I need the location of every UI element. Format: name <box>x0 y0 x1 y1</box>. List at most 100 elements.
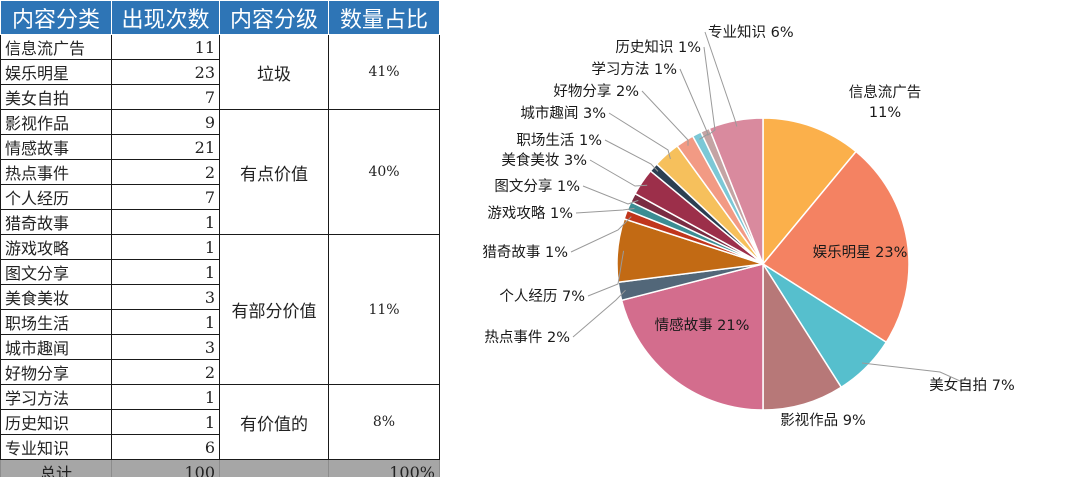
table-row: 娱乐明星 23 <box>0 59 440 85</box>
header-share: 数量占比 <box>328 0 440 35</box>
slice-label: 影视作品 9% <box>780 412 866 429</box>
slice-label: 个人经历 7% <box>499 288 585 305</box>
header-category: 内容分类 <box>0 0 112 35</box>
pie-labels: 信息流广告 11% 娱乐明星 23% 美女自拍 7% 影视作品 9% 情感故事 21% 热点… <box>482 24 1014 429</box>
slice-label: 城市趣闻 3% <box>520 105 606 122</box>
slice-label: 历史知识 1% <box>615 39 701 56</box>
slice-label: 好物分享 2% <box>553 83 639 100</box>
category-cell: 娱乐明星 <box>0 59 112 85</box>
table-row: 情感故事 21 <box>0 134 440 160</box>
count-cell: 7 <box>111 84 220 110</box>
category-cell: 职场生活 <box>0 309 112 335</box>
slice-label: 美食美妆 3% <box>501 152 587 169</box>
count-cell: 23 <box>111 59 220 85</box>
grade-cell: 有点价值 <box>219 109 329 235</box>
category-cell: 热点事件 <box>0 159 112 185</box>
leader-line <box>570 216 632 253</box>
count-cell: 1 <box>111 309 220 335</box>
share-cell: 11% <box>328 234 440 385</box>
count-cell: 11 <box>111 34 220 60</box>
slice-label: 游戏攻略 1% <box>487 205 573 222</box>
count-cell: 2 <box>111 359 220 385</box>
share-cell: 8% <box>328 384 440 460</box>
grade-cell: 有价值的 <box>219 384 329 460</box>
leader-line <box>703 46 716 136</box>
grade-cell: 垃圾 <box>219 34 329 110</box>
count-cell: 1 <box>111 384 220 410</box>
leader-line <box>608 112 671 160</box>
data-table-container: 内容分类 出现次数 内容分级 数量占比 信息流广告 11 垃圾 41% 娱乐明星… <box>0 0 440 477</box>
count-cell: 2 <box>111 159 220 185</box>
leader-line <box>575 207 635 214</box>
slice-label: 热点事件 2% <box>484 329 570 346</box>
table-row: 美女自拍 7 <box>0 84 440 110</box>
slice-label: 专业知识 6% <box>708 24 794 41</box>
pie-slices <box>616 117 910 411</box>
table-row: 个人经历 7 <box>0 184 440 210</box>
category-cell: 影视作品 <box>0 109 112 135</box>
slice-label: 猎奇故事 1% <box>482 244 568 261</box>
leader-line <box>861 362 970 386</box>
category-cell: 学习方法 <box>0 384 112 410</box>
share-cell: 40% <box>328 109 440 235</box>
total-grade-cell <box>219 459 329 477</box>
share-cell: 41% <box>328 34 440 110</box>
count-cell: 7 <box>111 184 220 210</box>
category-cell: 历史知识 <box>0 409 112 435</box>
data-table: 内容分类 出现次数 内容分级 数量占比 信息流广告 11 垃圾 41% 娱乐明星… <box>0 0 440 477</box>
pie-slice <box>620 263 764 411</box>
count-cell: 1 <box>111 409 220 435</box>
slice-label: 娱乐明星 23% <box>813 244 908 261</box>
count-cell: 6 <box>111 434 220 460</box>
total-label: 总计 <box>0 459 112 477</box>
table-row: 城市趣闻 3 <box>0 334 440 360</box>
category-cell: 个人经历 <box>0 184 112 210</box>
slice-label: 职场生活 1% <box>516 132 602 149</box>
category-cell: 专业知识 <box>0 434 112 460</box>
table-row: 影视作品 9 有点价值 40% <box>0 109 440 235</box>
leader-line <box>582 185 639 205</box>
count-cell: 3 <box>111 284 220 310</box>
pie-chart: 信息流广告 11% 娱乐明星 23% 美女自拍 7% 影视作品 9% 情感故事 21% 热点… <box>482 24 1014 429</box>
category-cell: 图文分享 <box>0 259 112 285</box>
slice-label: 美女自拍 7% <box>929 376 1015 394</box>
slice-label: 图文分享 1% <box>494 178 580 195</box>
category-cell: 信息流广告 <box>0 34 112 60</box>
table-header-row: 内容分类 出现次数 内容分级 数量占比 <box>0 0 440 35</box>
count-cell: 3 <box>111 334 220 360</box>
leader-line <box>704 31 738 127</box>
category-cell: 美女自拍 <box>0 84 112 110</box>
pie-slice <box>762 117 858 267</box>
header-grade: 内容分级 <box>219 0 329 35</box>
total-row: 总计 100 100% <box>0 459 440 477</box>
category-cell: 美食美妆 <box>0 284 112 310</box>
category-cell: 游戏攻略 <box>0 234 112 260</box>
table-row: 好物分享 2 <box>0 359 440 385</box>
category-cell: 猎奇故事 <box>0 209 112 235</box>
count-cell: 9 <box>111 109 220 135</box>
table-row: 信息流广告 11 垃圾 41% <box>0 34 440 110</box>
count-cell: 1 <box>111 234 220 260</box>
slice-label: 学习方法 1% <box>591 61 677 78</box>
leader-line <box>604 139 659 172</box>
slice-label: 信息流广告 11% <box>849 84 922 121</box>
count-cell: 1 <box>111 259 220 285</box>
category-cell: 情感故事 <box>0 134 112 160</box>
leader-line <box>572 289 626 338</box>
pie-slice <box>761 150 910 344</box>
category-cell: 城市趣闻 <box>0 334 112 360</box>
table-row: 热点事件 2 <box>0 159 440 185</box>
table-row: 学习方法 1 有价值的 8% <box>0 384 440 460</box>
category-cell: 好物分享 <box>0 359 112 385</box>
table-row: 图文分享 1 <box>0 259 440 285</box>
leader-line <box>641 90 689 146</box>
header-count: 出现次数 <box>111 0 220 35</box>
count-cell: 1 <box>111 209 220 235</box>
grade-cell: 有部分价值 <box>219 234 329 385</box>
leader-line <box>587 250 625 297</box>
leader-line <box>679 68 709 140</box>
table-row: 猎奇故事 1 <box>0 209 440 235</box>
total-count: 100 <box>111 459 220 477</box>
total-share: 100% <box>328 459 440 477</box>
table-row: 游戏攻略 1 有部分价值 11% <box>0 234 440 385</box>
